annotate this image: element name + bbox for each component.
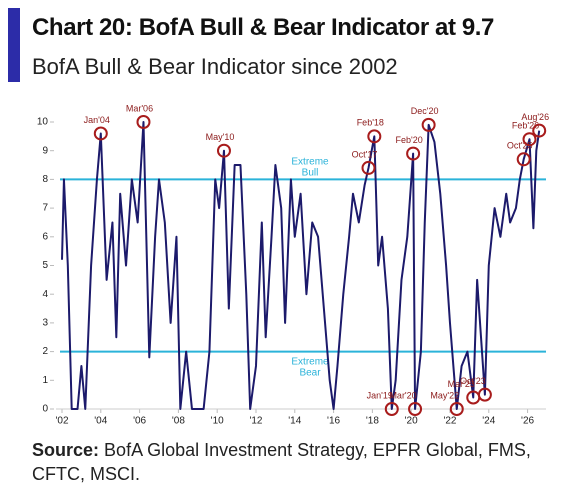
x-tick-label: '22: [443, 416, 456, 427]
x-tick-label: '24: [482, 416, 495, 427]
annotation-circle: [367, 129, 382, 144]
annotation-label: May'10: [206, 132, 235, 142]
y-tick-label: 3: [42, 318, 48, 329]
annotation-label: Oct'23: [460, 376, 486, 386]
annotation-label: Jan'19: [367, 390, 393, 400]
y-tick-label: 6: [42, 231, 48, 242]
chart-title: Chart 20: BofA Bull & Bear Indicator at …: [32, 14, 495, 41]
annotation-circle: [449, 402, 464, 416]
y-tick-label: 5: [42, 260, 48, 271]
annotation-label: Oct'25: [507, 141, 533, 151]
annotation-circle: [136, 115, 151, 129]
annotation-label: Mar'06: [126, 103, 153, 113]
annotation-circle: [516, 152, 531, 167]
annotation-circle: [532, 123, 547, 138]
source-text: BofA Global Investment Strategy, EPFR Gl…: [32, 440, 531, 484]
y-tick-label: 0: [42, 404, 48, 415]
annotation-label: Mar'20: [389, 390, 416, 400]
annotation-circle: [361, 160, 376, 175]
x-tick-label: '12: [249, 416, 262, 427]
x-tick-label: '18: [366, 416, 379, 427]
x-tick-label: '08: [172, 416, 185, 427]
annotation-circle: [408, 402, 423, 416]
y-tick-label: 1: [42, 375, 48, 386]
annotation-circle: [93, 126, 108, 141]
threshold-label: Extreme Bear: [291, 356, 329, 378]
annotation-circle: [522, 132, 537, 147]
annotation-label: Jan'04: [84, 115, 110, 125]
x-tick-label: '26: [521, 416, 534, 427]
annotation-circle: [421, 117, 436, 132]
annotation-label: Oct'17: [352, 149, 378, 159]
source-note: Source: BofA Global Investment Strategy,…: [32, 438, 552, 486]
annotation-label: Aug'26: [521, 112, 549, 122]
y-tick-label: 7: [42, 203, 48, 214]
annotation-label: Dec'20: [411, 106, 439, 116]
annotation-circle: [406, 146, 421, 161]
chart-subtitle: BofA Bull & Bear Indicator since 2002: [32, 54, 398, 79]
annotation-label: Feb'26: [512, 121, 539, 131]
x-tick-label: '16: [327, 416, 340, 427]
y-tick-label: 9: [42, 145, 48, 156]
x-tick-label: '06: [133, 416, 146, 427]
annotation-circle: [384, 402, 399, 416]
x-tick-label: '14: [288, 416, 301, 427]
annotation-circle: [477, 387, 492, 402]
annotation-label: Feb'20: [395, 135, 422, 145]
threshold-label: Extreme Bull: [291, 156, 329, 178]
annotation-label: May'22: [430, 390, 459, 400]
chart: 0 1 2 3 4 5 6 7 8 9 10 '02 '04 '06 '08 '10 '12 '14 '16 '18 '…: [37, 103, 549, 427]
x-tick-label: '04: [94, 416, 107, 427]
source-label: Source:: [32, 440, 100, 460]
annotation-label: Mar'23: [448, 379, 475, 389]
annotation-label: Feb'18: [357, 118, 384, 128]
x-tick-label: '10: [211, 416, 224, 427]
y-tick-label: 4: [42, 289, 48, 300]
x-tick-label: '02: [55, 416, 68, 427]
y-tick-label: 10: [37, 117, 49, 128]
y-tick-label: 2: [42, 346, 48, 357]
data-line: [61, 121, 541, 410]
annotation-circle: [216, 143, 231, 158]
accent-bar: [8, 8, 20, 82]
x-tick-label: '20: [405, 416, 418, 427]
y-tick-label: 8: [42, 174, 48, 185]
